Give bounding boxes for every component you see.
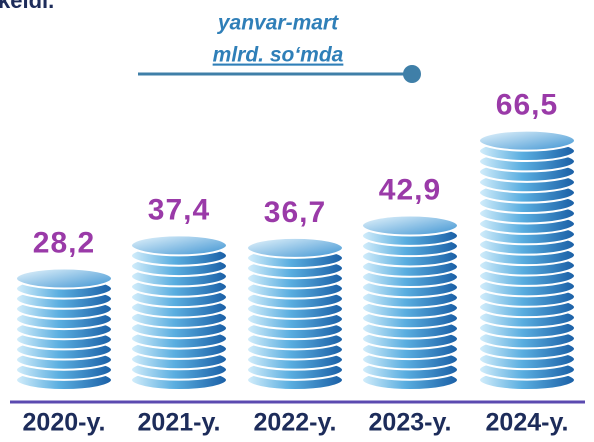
coin-stack: [130, 234, 228, 391]
value-label: 37,4: [148, 193, 210, 226]
x-tick-label: 2024-y.: [486, 409, 569, 437]
chart-subtitle: mlrd. so‘mda: [213, 44, 344, 67]
x-tick-label: 2020-y.: [23, 409, 106, 437]
caption: keldi.: [0, 0, 54, 13]
coin-top: [361, 214, 459, 237]
coin-stack: [361, 214, 459, 391]
x-tick-label: 2023-y.: [369, 409, 452, 437]
coin-stack: [15, 267, 113, 391]
value-label: 66,5: [496, 89, 558, 122]
value-label: 28,2: [33, 226, 95, 259]
x-tick-label: 2021-y.: [138, 409, 221, 437]
coin-stack: [478, 129, 576, 391]
value-label: 36,7: [264, 196, 326, 229]
coin-top: [130, 234, 228, 257]
value-label: 42,9: [379, 173, 441, 206]
coin-top: [15, 267, 113, 290]
x-tick-label: 2022-y.: [254, 409, 337, 437]
chart-title: yanvar-mart: [217, 12, 339, 35]
coin-top: [478, 129, 576, 152]
coin-top: [246, 236, 344, 259]
header-dot: [403, 65, 421, 83]
coin-stack: [246, 236, 344, 391]
